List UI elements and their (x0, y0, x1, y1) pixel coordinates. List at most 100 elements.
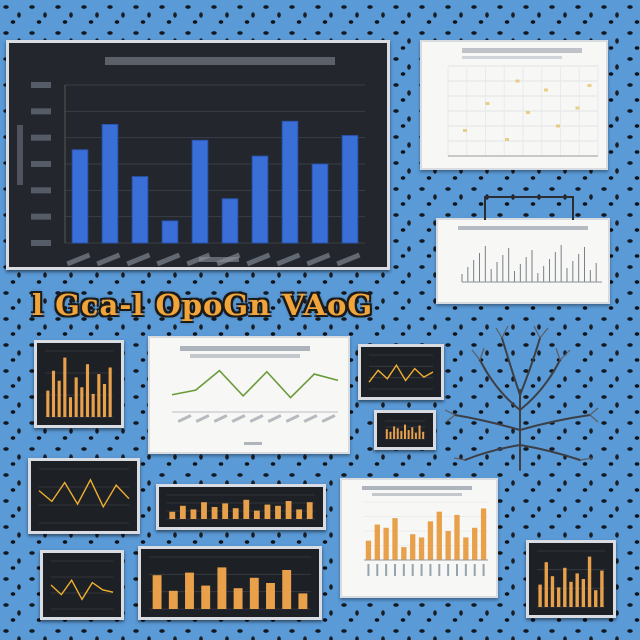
bar (85, 364, 90, 417)
bar (389, 431, 392, 439)
main-bar-chart (9, 43, 387, 267)
x-tick-label (231, 414, 246, 423)
bar (101, 124, 119, 244)
y-tick-label (31, 187, 51, 194)
bar (436, 511, 442, 560)
bar (211, 507, 218, 519)
bar (400, 430, 403, 439)
x-tick-label (249, 414, 264, 423)
bar (97, 374, 101, 417)
bar (538, 584, 542, 607)
bar (407, 430, 410, 439)
bar (249, 577, 259, 609)
x-tick-label (464, 564, 467, 576)
bar (365, 540, 372, 560)
mid-right-chart-panel (436, 218, 610, 304)
bar (445, 531, 451, 560)
x-tick-label (96, 252, 121, 267)
bar (253, 510, 260, 519)
thumb-chart-8-plot (377, 413, 433, 447)
orange-bar-chart-panel (340, 478, 498, 598)
series-line (50, 578, 114, 601)
series-line (368, 363, 434, 383)
bar (161, 220, 179, 244)
bar (74, 377, 78, 417)
orange-bar-chart (362, 486, 488, 576)
bar (152, 575, 162, 609)
bar (463, 537, 469, 560)
data-point (575, 106, 580, 110)
x-tick-label (482, 564, 485, 576)
bar (221, 198, 239, 244)
green-line-chart-panel (148, 336, 350, 454)
thumb-chart-4 (156, 484, 326, 530)
bar (185, 572, 194, 609)
y-tick-label (31, 108, 51, 115)
bar (266, 583, 275, 609)
display-stand (484, 196, 574, 220)
thumb-chart-2-plot (361, 347, 441, 397)
bar (550, 576, 555, 607)
bar (401, 547, 407, 560)
bar (418, 425, 421, 439)
x-tick-label (411, 564, 414, 576)
bar (569, 581, 573, 607)
y-tick-label (31, 82, 51, 88)
bar (556, 587, 561, 607)
top-right-chart-panel (420, 40, 608, 170)
x-tick-label (473, 564, 476, 576)
bar (594, 590, 598, 607)
x-tick-label (321, 414, 336, 423)
bar (281, 120, 299, 244)
x-tick-label (66, 252, 91, 267)
bar (191, 139, 209, 244)
bar (232, 508, 239, 519)
bar (296, 509, 303, 519)
bar (179, 505, 186, 519)
chart-title (458, 226, 588, 230)
x-tick-label (429, 564, 432, 576)
bar (383, 527, 389, 560)
bar (57, 380, 61, 417)
chart-title (462, 48, 582, 53)
bar (91, 393, 95, 417)
x-tick-label (336, 252, 361, 267)
thumb-chart-7-plot (529, 543, 613, 615)
x-tick-label (376, 564, 379, 576)
y-axis-label (17, 125, 23, 185)
x-tick-label (267, 414, 282, 423)
thumb-chart-4-plot (159, 487, 323, 527)
scatter-chart (447, 48, 599, 157)
bar (251, 155, 269, 244)
data-point (515, 79, 520, 83)
x-tick-label (303, 414, 318, 423)
bar (46, 390, 50, 417)
y-tick-label (31, 213, 51, 220)
chart-title (105, 57, 335, 65)
x-axis-label (199, 257, 239, 262)
x-tick-label (213, 414, 228, 423)
thumb-chart-1-plot (37, 343, 121, 425)
thumb-chart-3 (28, 458, 140, 534)
bar (275, 505, 281, 519)
x-tick-label (276, 252, 301, 267)
chart-subtitle (372, 493, 462, 496)
x-tick-label (438, 564, 441, 576)
thumb-chart-7 (526, 540, 616, 618)
x-tick-label (177, 414, 192, 423)
bar (587, 556, 592, 607)
chart-subtitle (462, 56, 562, 59)
data-point (544, 88, 548, 92)
data-point (505, 138, 509, 141)
bar (169, 511, 176, 519)
x-tick-label (285, 414, 300, 423)
histogram-chart (458, 226, 602, 283)
bar (63, 357, 67, 417)
bar (131, 176, 149, 244)
bar (282, 570, 292, 609)
x-tick-label (367, 564, 370, 576)
x-tick-label (402, 564, 405, 576)
x-tick-label (394, 564, 396, 576)
bar (298, 593, 308, 609)
thumb-chart-3-plot (31, 461, 137, 531)
